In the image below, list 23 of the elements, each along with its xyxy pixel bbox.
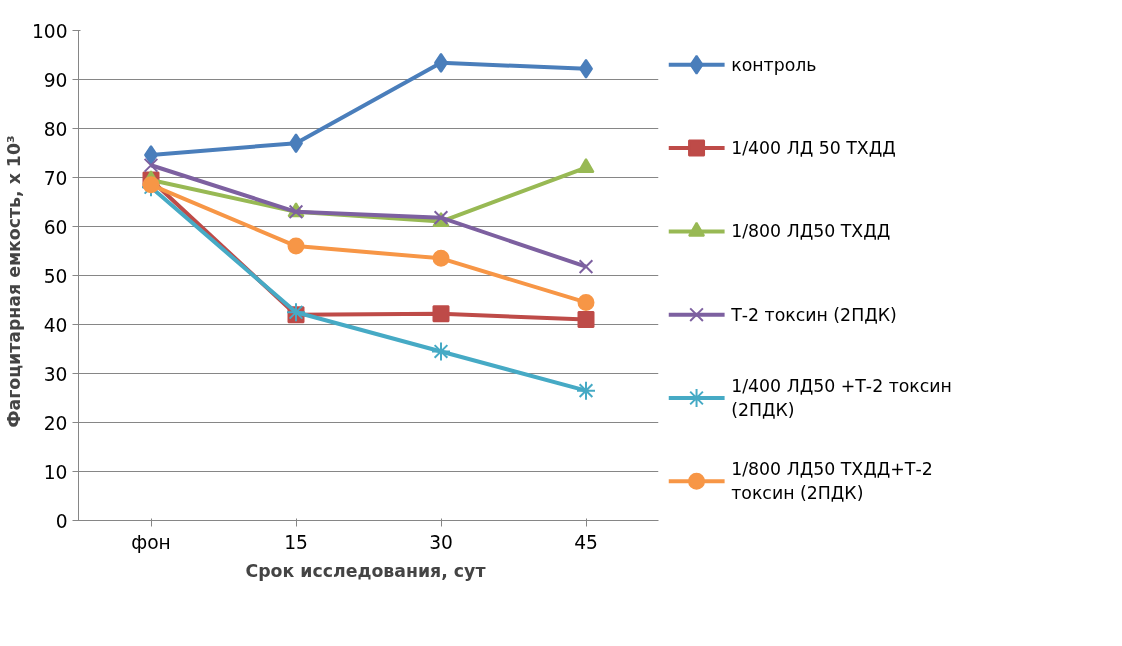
x-axis-title: Срок исследования, сут [245, 560, 486, 581]
y-tick-label: 40 [43, 314, 68, 336]
legend-label: 1/400 ЛД 50 ТХДД [731, 138, 896, 159]
x-tick-label: 15 [284, 531, 308, 553]
legend-label: 1/800 ЛД50 ТХДД [731, 221, 891, 242]
y-tick-label: 60 [43, 216, 68, 238]
y-tick-label: 80 [43, 118, 68, 140]
y-tick-label: 20 [43, 412, 68, 434]
y-tick-label: 0 [55, 510, 68, 532]
x-tick-label: фон [131, 531, 171, 553]
legend-label: контроль [731, 54, 817, 75]
x-tick-label: 45 [574, 531, 598, 553]
y-tick-label: 10 [43, 461, 68, 483]
x-tick-label: 30 [429, 531, 453, 553]
y-tick-label: 100 [31, 20, 68, 42]
y-tick-label: 90 [43, 69, 68, 91]
legend-label: Т-2 токсин (2ПДК) [730, 304, 897, 325]
legend-label: 1/400 ЛД50 +Т-2 токсин (2ПДК) [731, 376, 952, 420]
y-tick-label: 70 [43, 167, 68, 189]
legend-label: 1/800 ЛД50 ТХДД+Т-2 токсин (2ПДК) [731, 459, 933, 504]
y-axis-title: Фагоцитарная емкость, х 10³ [3, 135, 24, 428]
y-tick-label: 30 [43, 363, 68, 385]
y-tick-label: 50 [43, 265, 68, 287]
